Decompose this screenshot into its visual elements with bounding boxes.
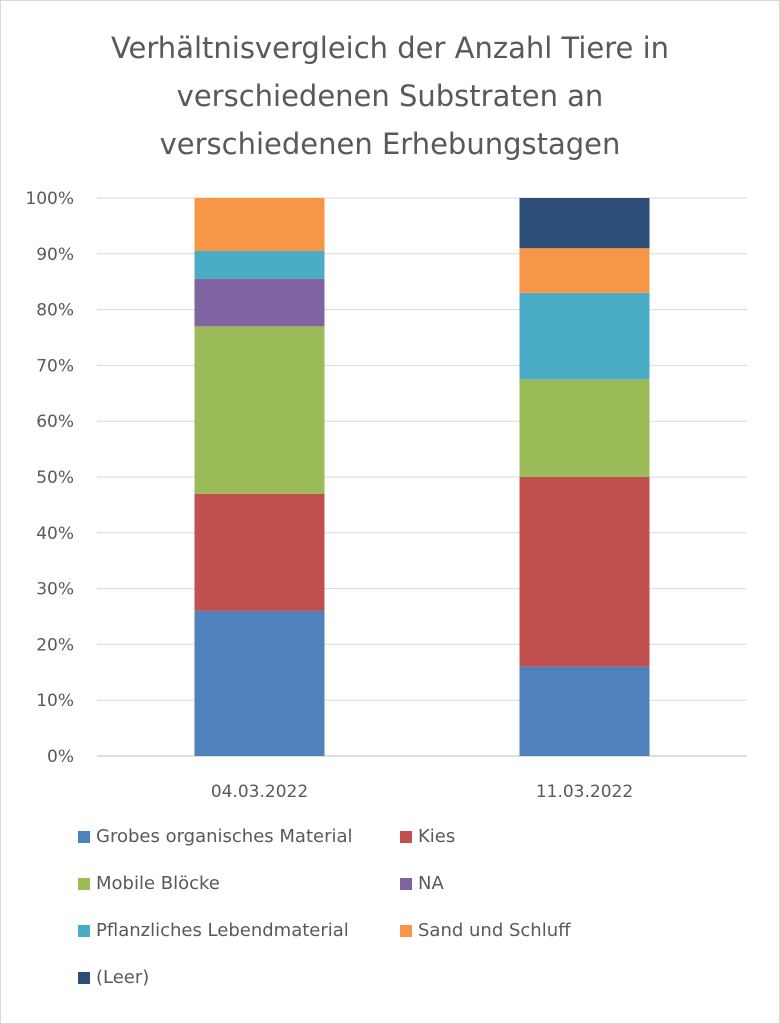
- y-tick-label: 0%: [47, 747, 74, 767]
- legend-item: Sand und Schluff: [400, 920, 571, 941]
- legend-swatch: [78, 830, 90, 843]
- legend-label: Mobile Blöcke: [96, 873, 220, 894]
- legend-item: (Leer): [78, 967, 149, 988]
- bar-segment-pflanzliches-lebendmaterial: [194, 251, 325, 279]
- legend-swatch: [400, 830, 412, 843]
- legend-label: Grobes organisches Material: [96, 826, 353, 847]
- x-tick-label: 11.03.2022: [536, 782, 633, 802]
- chart-title-line-3: verschiedenen Erhebungstagen: [159, 127, 621, 161]
- chart-title-line-2: verschiedenen Substraten an: [176, 79, 604, 113]
- bar-segment-sand-und-schluff: [194, 198, 325, 252]
- y-tick-label: 30%: [36, 580, 74, 600]
- legend-label: Sand und Schluff: [418, 920, 571, 941]
- bar-segment-leer: [519, 198, 650, 249]
- legend-swatch: [78, 971, 90, 984]
- x-tick-label: 04.03.2022: [211, 782, 308, 802]
- legend-label: Pflanzliches Lebendmaterial: [96, 920, 349, 941]
- y-tick-label: 90%: [36, 245, 74, 265]
- y-tick-label: 80%: [36, 301, 74, 321]
- legend-item: Pflanzliches Lebendmaterial: [78, 920, 349, 941]
- y-tick-label: 70%: [36, 356, 74, 376]
- y-tick-label: 50%: [36, 468, 74, 488]
- bar-segment-na: [194, 278, 325, 327]
- legend-item: NA: [400, 873, 444, 894]
- legend-label: (Leer): [96, 967, 150, 988]
- legend-item: Kies: [400, 826, 455, 847]
- y-tick-label: 40%: [36, 524, 74, 544]
- bar-segment-pflanzliches-lebendmaterial: [519, 292, 650, 380]
- y-tick-label: 20%: [36, 635, 74, 655]
- legend-label: Kies: [418, 826, 456, 847]
- chart-title-line-1: Verhältnisvergleich der Anzahl Tiere in: [110, 31, 670, 65]
- legend-label: NA: [418, 873, 444, 894]
- stacked-bar-chart: 0% 10% 20% 30% 40% 50% 60% 70% 80% 90% 100% 04.03.2…: [25, 189, 747, 802]
- legend-swatch: [78, 877, 90, 890]
- bar-segment-mobile-blöcke: [519, 379, 650, 477]
- bar-segment-mobile-blöcke: [194, 326, 325, 494]
- legend-swatch: [400, 924, 412, 937]
- legend-item: Grobes organisches Material: [78, 826, 353, 847]
- legend-swatch: [78, 924, 90, 937]
- bar-segment-grobes-organisches-material: [519, 666, 650, 756]
- bar-segment-grobes-organisches-material: [194, 610, 325, 756]
- bar-segment-kies: [194, 493, 325, 611]
- legend-item: Mobile Blöcke: [78, 873, 220, 894]
- y-tick-label: 60%: [36, 412, 74, 432]
- bar-segment-kies: [519, 477, 650, 667]
- chart-title: Verhältnisvergleich der Anzahl Tiere in …: [40, 24, 740, 168]
- legend-swatch: [400, 877, 412, 890]
- y-tick-label: 10%: [36, 691, 74, 711]
- y-tick-label: 100%: [25, 189, 74, 209]
- bar-segment-sand-und-schluff: [519, 248, 650, 293]
